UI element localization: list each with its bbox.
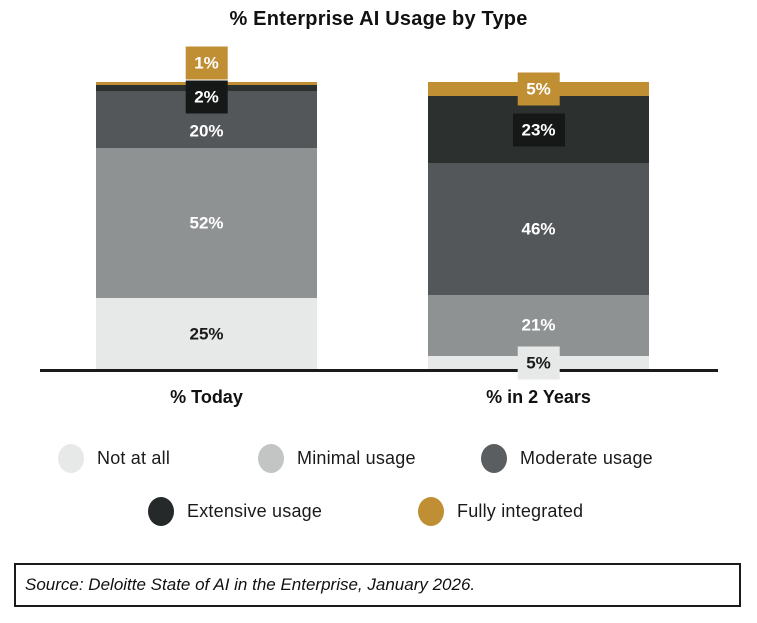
legend-label: Not at all — [97, 448, 171, 468]
value-label: 1% — [185, 46, 228, 80]
legend-item: Minimal usage — [258, 444, 416, 473]
legend-swatch-icon — [258, 444, 284, 473]
value-label: 21% — [512, 308, 565, 342]
legend-swatch-icon — [148, 497, 174, 526]
value-label: 2% — [185, 80, 228, 114]
legend-item: Extensive usage — [148, 497, 322, 526]
value-label: 52% — [180, 206, 233, 240]
category-label: % Today — [170, 387, 243, 407]
legend-label: Extensive usage — [187, 501, 323, 521]
value-label: 5% — [517, 346, 560, 380]
category-label: % in 2 Years — [486, 387, 591, 407]
legend-label: Fully integrated — [457, 501, 584, 521]
legend-item: Not at all — [58, 444, 170, 473]
value-label: 25% — [180, 317, 233, 351]
legend-item: Moderate usage — [481, 444, 653, 473]
legend-swatch-icon — [58, 444, 84, 473]
legend-item: Fully integrated — [418, 497, 583, 526]
source-text: Source: Deloitte State of AI in the Ente… — [25, 575, 476, 594]
value-label: 23% — [512, 113, 565, 147]
value-label: 20% — [180, 114, 233, 148]
source-box: Source: Deloitte State of AI in the Ente… — [14, 563, 741, 607]
value-label: 5% — [517, 72, 560, 106]
x-axis-line — [40, 369, 718, 372]
legend-swatch-icon — [418, 497, 444, 526]
legend-label: Moderate usage — [520, 448, 653, 468]
legend-label: Minimal usage — [297, 448, 416, 468]
chart-title: % Enterprise AI Usage by Type — [229, 8, 528, 30]
legend-swatch-icon — [481, 444, 507, 473]
value-label: 46% — [512, 212, 565, 246]
